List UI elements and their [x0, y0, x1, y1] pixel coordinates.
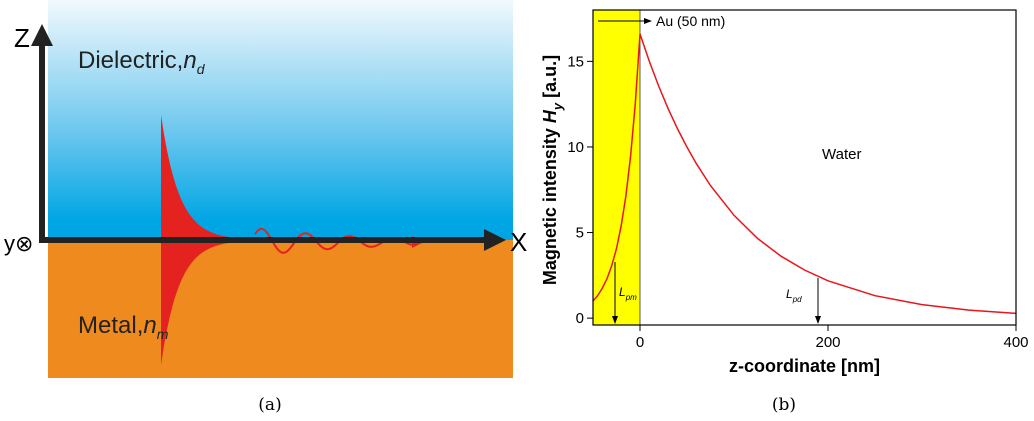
y-label: y⊗ [4, 231, 33, 256]
decay-length-label: Lpm [619, 285, 637, 302]
y-tick-label: 10 [567, 139, 584, 156]
gold-region [593, 10, 640, 325]
plot-frame [592, 9, 1017, 326]
dielectric-text: Dielectric, [78, 47, 183, 74]
x-axis-title: z-coordinate [nm] [729, 356, 880, 376]
z-label: Z [14, 23, 30, 53]
metal-region [48, 240, 513, 378]
decay-arrowhead [612, 316, 618, 324]
dielectric-symbol: n [183, 47, 196, 74]
y-title-text: Magnetic intensity [540, 123, 560, 285]
y-title-sub: y [550, 102, 565, 111]
x-tick-label: 200 [815, 334, 840, 351]
z-arrowhead [31, 24, 53, 46]
dielectric-label: Dielectric,nd [78, 47, 206, 77]
x-tick-label: 400 [1003, 334, 1028, 351]
y-title-symbol: H [540, 109, 560, 123]
decay-length-sub: pm [625, 293, 637, 302]
water-label: Water [822, 146, 861, 163]
y-tick-label: 5 [576, 225, 584, 242]
caption-b: (b) [772, 395, 796, 415]
y-tick-label: 15 [567, 53, 584, 70]
decay-length-sub: pd [792, 295, 802, 304]
y-tick-label: 0 [576, 310, 584, 327]
x-arrowhead [484, 229, 506, 251]
decay-length-label: Lpd [786, 287, 802, 304]
decay-length-text: L [619, 285, 626, 299]
intensity-line [592, 33, 1017, 315]
gold-arrowhead [644, 18, 652, 24]
panel-a: Z X y⊗ Dielectric,nd Metal,nm (a) [4, 0, 527, 415]
dielectric-region [48, 0, 513, 240]
x-label: X [510, 227, 527, 257]
metal-sub: m [157, 326, 169, 342]
metal-symbol: n [143, 312, 156, 339]
caption-a: (a) [258, 395, 281, 415]
gold-label: Au (50 nm) [656, 13, 725, 29]
y-axis-title: Magnetic intensity Hy [a.u.] [540, 55, 565, 285]
metal-label: Metal,nm [78, 312, 169, 342]
dielectric-sub: d [197, 61, 206, 77]
x-tick-label: 0 [636, 334, 644, 351]
y-title-unit: [a.u.] [540, 55, 560, 103]
panel-b: 0 5 10 15 0 200 400 z-coordinate [nm] Magnetic i… [540, 9, 1029, 415]
decay-length-text: L [786, 287, 793, 301]
decay-arrowhead [815, 316, 821, 324]
metal-text: Metal, [78, 312, 143, 339]
